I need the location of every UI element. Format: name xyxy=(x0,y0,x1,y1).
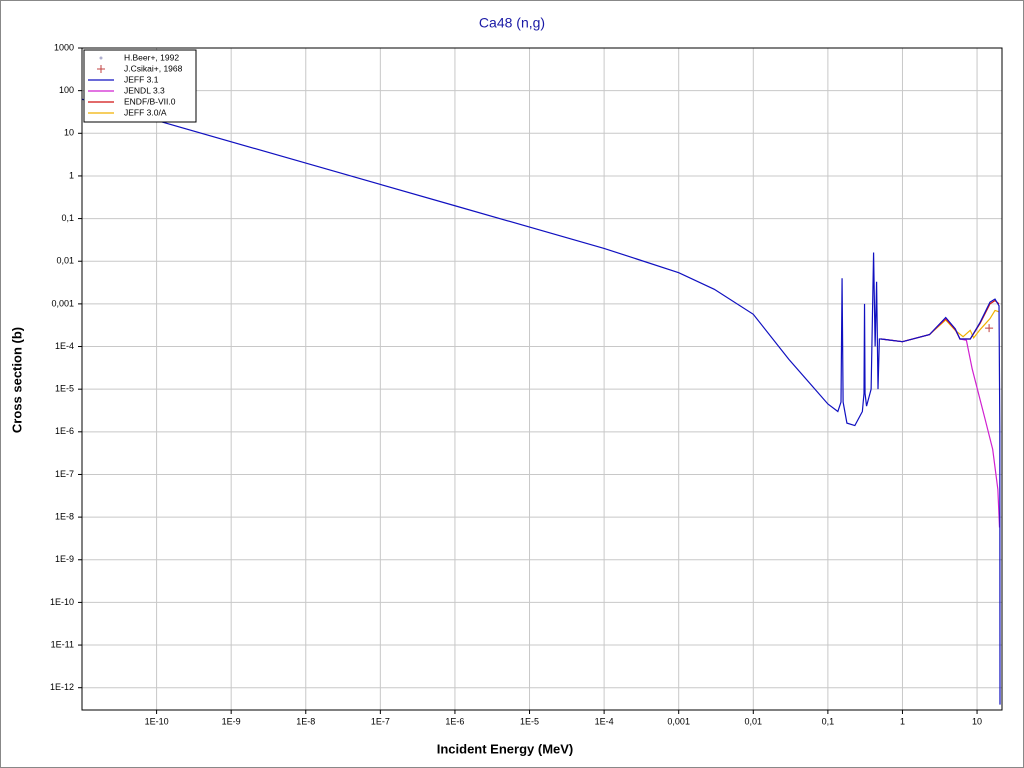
x-tick-label: 0,01 xyxy=(745,716,763,726)
y-tick-label: 1E-4 xyxy=(55,341,74,351)
x-axis-label: Incident Energy (MeV) xyxy=(437,741,574,756)
y-tick-label: 100 xyxy=(59,85,74,95)
legend-marker xyxy=(99,56,103,60)
y-tick-label: 1E-6 xyxy=(55,426,74,436)
x-tick-label: 1E-4 xyxy=(595,716,614,726)
legend-label: H.Beer+, 1992 xyxy=(124,52,179,62)
y-tick-label: 0,1 xyxy=(61,213,74,223)
x-tick-label: 1E-9 xyxy=(222,716,241,726)
chart-title: Ca48 (n,g) xyxy=(479,15,545,31)
y-tick-label: 1E-12 xyxy=(50,682,74,692)
y-tick-label: 0,001 xyxy=(51,298,74,308)
legend-box xyxy=(83,49,197,123)
x-tick-label: 1 xyxy=(900,716,905,726)
x-tick-label: 1E-6 xyxy=(445,716,464,726)
y-tick-label: 1E-11 xyxy=(51,639,74,649)
y-tick-label: 1E-9 xyxy=(55,554,74,564)
x-tick-label: 1E-7 xyxy=(371,716,390,726)
y-tick-label: 1E-5 xyxy=(55,384,74,394)
series-line xyxy=(82,98,1001,705)
y-tick-label: 1E-8 xyxy=(55,511,74,521)
y-tick-label: 10 xyxy=(64,128,74,138)
legend-label: JENDL 3.3 xyxy=(124,85,165,95)
x-tick-label: 0,1 xyxy=(822,716,835,726)
grid: 1E-10 1E-9 1E-8 1E-7 1E-6 1E-5 1E-4 0,001 0,01 0,… xyxy=(50,42,1002,726)
x-tick-label: 1E-10 xyxy=(145,716,169,726)
legend-label: ENDF/B-VII.0 xyxy=(124,96,176,106)
plot-area xyxy=(82,98,1001,705)
x-tick-label: 0,001 xyxy=(667,716,690,726)
plot-border xyxy=(81,47,1003,711)
y-tick-label: 1000 xyxy=(54,42,74,52)
x-tick-label: 10 xyxy=(972,716,982,726)
x-tick-label: 1E-5 xyxy=(520,716,539,726)
legend-label: JEFF 3.1 xyxy=(124,74,159,84)
y-tick-label: 1E-10 xyxy=(50,597,74,607)
y-tick-label: 1 xyxy=(69,170,74,180)
x-tick-label: 1E-8 xyxy=(296,716,315,726)
point xyxy=(985,324,994,333)
y-tick-label: 0,01 xyxy=(56,256,74,266)
y-tick-label: 1E-7 xyxy=(55,469,74,479)
legend-label: J.Csikai+, 1968 xyxy=(124,63,183,73)
legend-marker xyxy=(97,65,105,73)
y-axis-label: Cross section (b) xyxy=(9,327,24,433)
legend-label: JEFF 3.0/A xyxy=(124,107,167,117)
